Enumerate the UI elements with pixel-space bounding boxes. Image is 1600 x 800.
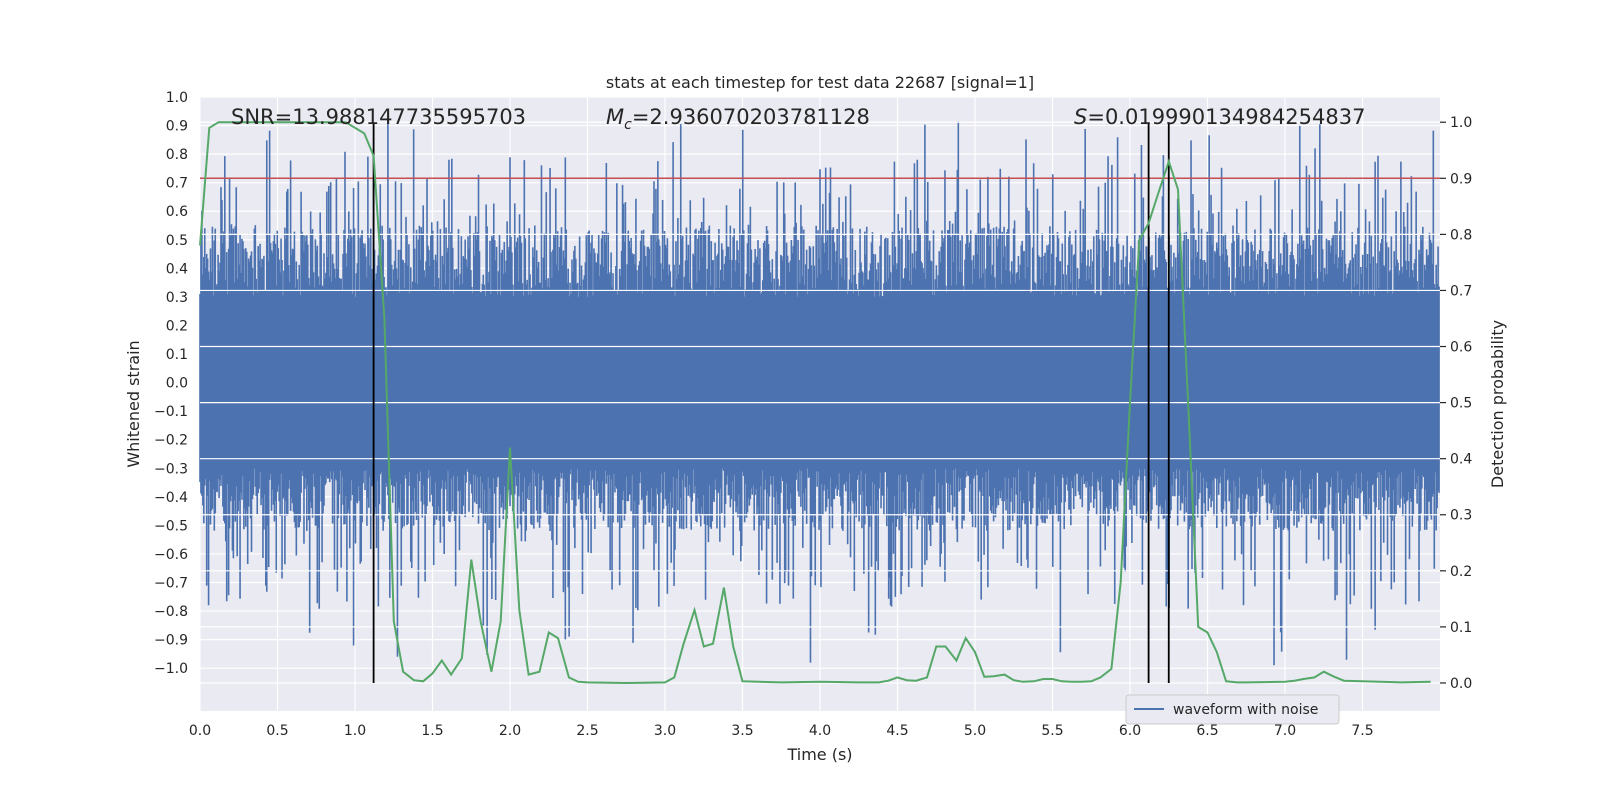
s-value: =0.019990134984254837 bbox=[1087, 105, 1365, 129]
waveform-series bbox=[199, 120, 1440, 666]
y-right-tick-label: 0.3 bbox=[1450, 508, 1472, 524]
y-left-tick-label: −0.5 bbox=[154, 518, 188, 534]
x-tick-label: 7.0 bbox=[1274, 723, 1296, 739]
x-tick-label: 0.0 bbox=[189, 723, 211, 739]
y-left-tick-label: −0.7 bbox=[154, 575, 188, 591]
y-right-tick-label: 0.7 bbox=[1450, 283, 1472, 299]
chirp-mass-value: =2.936070203781128 bbox=[632, 105, 870, 129]
x-tick-label: 4.0 bbox=[809, 723, 831, 739]
detection-probability-line bbox=[199, 121, 1431, 685]
x-tick-label: 6.5 bbox=[1196, 723, 1218, 739]
left-axis-ticks: 1.0 0.9 0.8 0.7 0.6 0.5 0.4 0.3 0.2 0.1 0.0 −0.1 −0.… bbox=[154, 90, 188, 677]
y-axis-label-right: Detection probability bbox=[1488, 320, 1507, 488]
legend-box bbox=[1125, 694, 1340, 725]
y-left-tick-label: 0.7 bbox=[166, 176, 188, 192]
y-right-tick-label: 0.9 bbox=[1450, 171, 1472, 187]
y-left-tick-label: 0.9 bbox=[166, 119, 188, 135]
y-left-tick-label: −0.6 bbox=[154, 547, 188, 563]
y-left-tick-label: 0.4 bbox=[166, 261, 188, 277]
x-tick-label: 1.0 bbox=[344, 723, 366, 739]
vertical-markers bbox=[372, 122, 1170, 683]
y-left-tick-label: 0.2 bbox=[166, 318, 188, 334]
s-symbol: S bbox=[1074, 105, 1087, 129]
chirp-mass-annotation: Mc=2.936070203781128 bbox=[606, 105, 870, 133]
y-left-tick-label: 0.1 bbox=[166, 347, 188, 363]
x-tick-label: 1.5 bbox=[421, 723, 443, 739]
y-left-tick-label: 1.0 bbox=[166, 90, 188, 106]
y-left-tick-label: −0.1 bbox=[154, 404, 188, 420]
y-right-tick-label: 0.0 bbox=[1450, 676, 1472, 692]
x-tick-label: 3.5 bbox=[731, 723, 753, 739]
y-left-tick-label: −0.2 bbox=[154, 433, 188, 449]
x-tick-label: 6.0 bbox=[1119, 723, 1141, 739]
snr-annotation: SNR=13.988147735595703 bbox=[231, 105, 526, 129]
y-axis-label-left: Whitened strain bbox=[124, 340, 143, 467]
y-right-tick-label: 0.6 bbox=[1450, 340, 1472, 356]
y-left-tick-label: 0.0 bbox=[166, 376, 188, 392]
x-axis-label: Time (s) bbox=[786, 745, 852, 764]
x-tick-label: 4.5 bbox=[886, 723, 908, 739]
x-tick-label: 3.0 bbox=[654, 723, 676, 739]
y-left-tick-label: 0.6 bbox=[166, 204, 188, 220]
y-right-tick-label: 0.5 bbox=[1450, 396, 1472, 412]
chirp-mass-subscript: c bbox=[624, 117, 632, 133]
x-tick-label: 2.0 bbox=[499, 723, 521, 739]
waveform-path bbox=[199, 120, 1440, 666]
y-left-tick-label: −0.3 bbox=[154, 461, 188, 477]
y-left-tick-label: 0.8 bbox=[166, 147, 188, 163]
x-tick-label: 2.5 bbox=[576, 723, 598, 739]
y-left-tick-label: 0.3 bbox=[166, 290, 188, 306]
y-right-tick-label: 1.0 bbox=[1450, 115, 1472, 131]
chirp-mass-symbol: M bbox=[606, 105, 624, 129]
legend-label: waveform with noise bbox=[1173, 702, 1318, 718]
y-right-tick-label: 0.2 bbox=[1450, 564, 1472, 580]
x-tick-label: 0.5 bbox=[266, 723, 288, 739]
x-axis-ticks: 0.0 0.5 1.0 1.5 2.0 2.5 3.0 3.5 4.0 4.5 5.0 5.5 6.0 6… bbox=[189, 723, 1374, 739]
y-left-tick-label: 0.5 bbox=[166, 233, 188, 249]
y-right-tick-label: 0.4 bbox=[1450, 452, 1472, 468]
y-right-tick-label: 0.8 bbox=[1450, 227, 1472, 243]
y-left-tick-label: −1.0 bbox=[154, 661, 188, 677]
s-annotation: S=0.019990134984254837 bbox=[1074, 105, 1365, 129]
y-right-tick-label: 0.1 bbox=[1450, 620, 1472, 636]
x-tick-label: 7.5 bbox=[1351, 723, 1373, 739]
legend: waveform with noise bbox=[1125, 694, 1340, 725]
y-left-tick-label: −0.8 bbox=[154, 604, 188, 620]
right-axis-ticks: 0.0 0.1 0.2 0.3 0.4 0.5 0.6 0.7 0.8 0.9 1.0 bbox=[1440, 115, 1472, 692]
y-left-tick-label: −0.4 bbox=[154, 490, 188, 506]
y-left-tick-label: −0.9 bbox=[154, 633, 188, 649]
chart-title: stats at each timestep for test data 226… bbox=[606, 73, 1034, 92]
x-tick-label: 5.5 bbox=[1041, 723, 1063, 739]
x-tick-label: 5.0 bbox=[964, 723, 986, 739]
